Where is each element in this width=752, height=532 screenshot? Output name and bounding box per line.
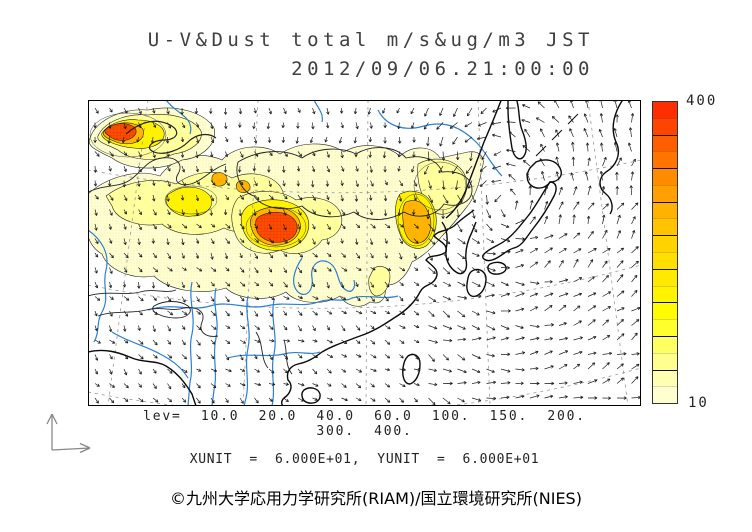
copyright: ©九州大学応用力学研究所(RIAM)/国立環境研究所(NIES) xyxy=(170,489,582,508)
river-ganges xyxy=(111,331,189,379)
coastline-china xyxy=(281,209,475,406)
coastline-india xyxy=(88,349,197,406)
coastlines-layer xyxy=(88,100,624,406)
river-yellow xyxy=(293,257,356,296)
colorbar-segment xyxy=(653,386,677,404)
colorbar-segment xyxy=(653,319,677,336)
coastline-taiwan xyxy=(402,353,421,385)
contour-levels-line1: lev= 10.0 20.0 40.0 60.0 100. 150. 200. xyxy=(143,409,586,424)
wind-arrows xyxy=(93,100,641,406)
borders-layer xyxy=(88,120,473,375)
contour-levels-line2: 300. 400. xyxy=(316,424,413,439)
coastline-hokkaido xyxy=(526,159,562,189)
colorbar-segment xyxy=(653,102,677,118)
colorbar-segment xyxy=(653,369,677,387)
river-pearl xyxy=(227,351,321,359)
river-yangtze xyxy=(147,295,399,311)
colorbar-min-label: 10 xyxy=(688,395,709,411)
colorbar-segment xyxy=(653,285,677,303)
unit-annotation: XUNIT = 6.000E+01, YUNIT = 6.000E+01 xyxy=(189,452,540,467)
x-axis-arrow xyxy=(51,442,91,454)
dust-core-gobi xyxy=(255,211,298,243)
colorbar-segment xyxy=(653,168,677,185)
plot-title: U-V&Dust total m/s&ug/m3 JST xyxy=(147,29,594,51)
contour-rings xyxy=(89,112,467,248)
coastline-primorye xyxy=(445,100,502,219)
dust-contour-fills xyxy=(88,107,484,307)
map-frame xyxy=(88,100,641,406)
coastline-honshu xyxy=(482,181,557,262)
map-panel xyxy=(88,100,641,406)
wind-vector-layer xyxy=(93,100,641,406)
colorbar-segment xyxy=(653,352,677,370)
dust-core-kazakhstan xyxy=(104,123,137,141)
plot-header: U-V&Dust total m/s&ug/m3 JST 2012/09/06.… xyxy=(148,26,594,84)
contour-levels: lev= 10.0 20.0 40.0 60.0 100. 150. 200. … xyxy=(88,409,641,439)
colorbar xyxy=(652,101,678,404)
coastline-okhotsk xyxy=(599,100,624,215)
colorbar-segment xyxy=(653,268,677,286)
y-axis-arrow xyxy=(46,413,58,450)
colorbar-segment xyxy=(653,252,677,269)
colorbar-max-label: 400 xyxy=(686,93,718,109)
axis-reference-arrows xyxy=(46,413,91,454)
border-mongolia xyxy=(236,147,473,220)
coastline-sakhalin xyxy=(507,100,527,160)
plot-datetime: 2012/09/06.21:00:00 xyxy=(291,58,594,80)
colorbar-segment xyxy=(653,335,677,353)
colorbar-segment xyxy=(653,151,677,169)
kuril-islands xyxy=(535,113,579,157)
coastline-hainan xyxy=(301,387,321,404)
colorbar-segment xyxy=(653,218,677,236)
colorbar-segment xyxy=(653,302,677,320)
colorbar-segment xyxy=(653,117,677,135)
colorbar-segment xyxy=(653,134,677,152)
map-canvas xyxy=(88,100,641,406)
colorbar-segment xyxy=(653,201,677,219)
colorbar-segment xyxy=(653,184,677,202)
colorbar-segment xyxy=(653,235,677,253)
coastline-shikoku xyxy=(487,261,507,275)
